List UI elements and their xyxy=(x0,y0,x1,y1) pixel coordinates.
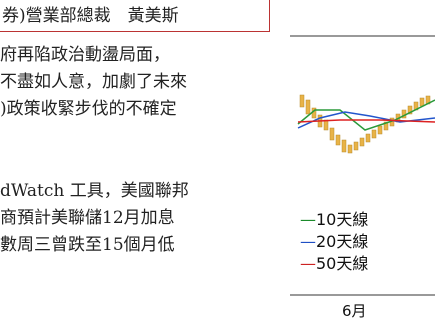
legend-item: —20天線 xyxy=(300,232,369,251)
text-line: 不盡如人意，加劇了未來 xyxy=(0,72,187,92)
text-line: dWatch 工具，美國聯邦 xyxy=(0,181,189,201)
legend-item: —10天線 xyxy=(300,210,369,229)
text-line: 府再陷政治動盪局面， xyxy=(0,45,170,65)
text-line: )政策收緊步伐的不確定 xyxy=(0,99,177,119)
byline: 券)營業部總裁 黃美斯 xyxy=(0,0,270,32)
x-label: 6月 xyxy=(342,302,367,320)
text-line: 商預計美聯儲12月加息 xyxy=(0,208,175,228)
text-line: 數周三曾跌至15個月低 xyxy=(0,235,175,255)
legend-item: —50天線 xyxy=(300,254,369,273)
